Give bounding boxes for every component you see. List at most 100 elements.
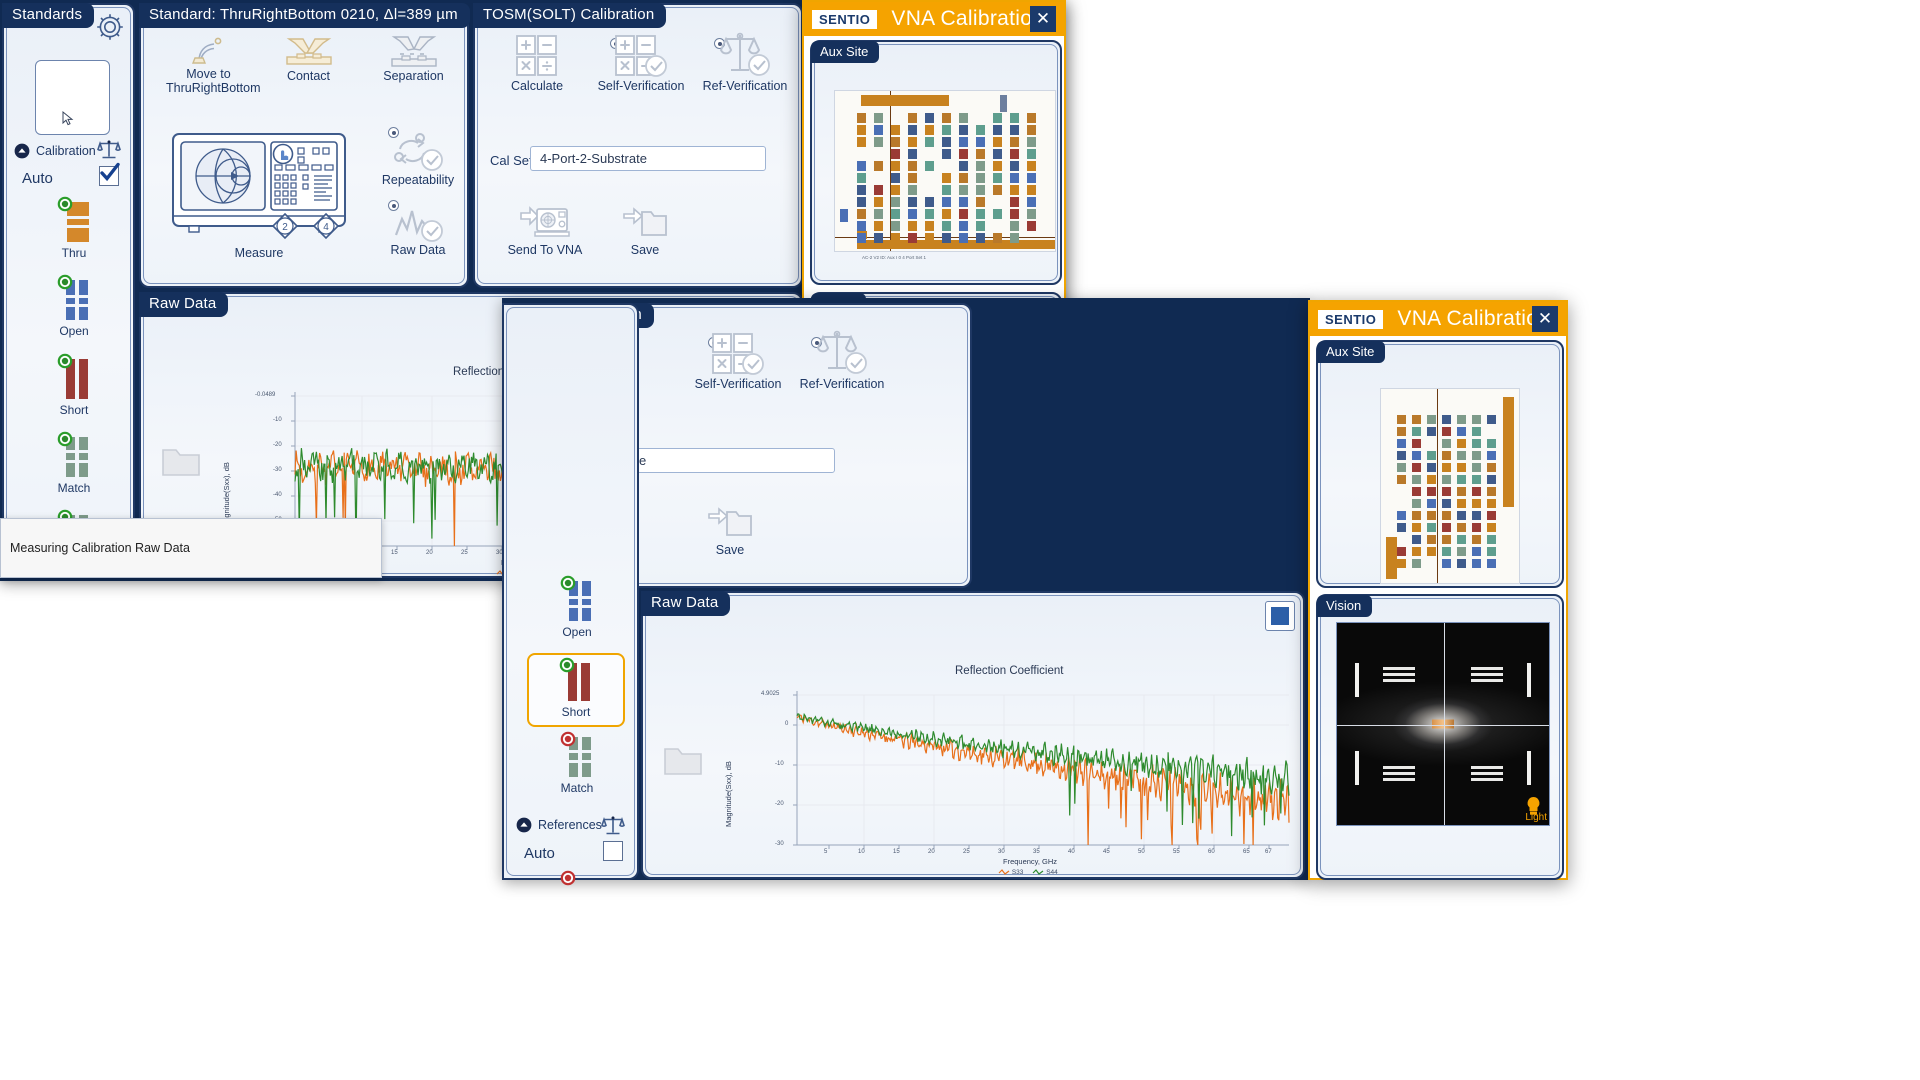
standard-label: Open: [562, 625, 592, 639]
vision-camera-view-2[interactable]: Light: [1336, 622, 1550, 826]
wafer-map[interactable]: [834, 90, 1056, 252]
wafer-die: [1427, 547, 1436, 556]
port-badge-4[interactable]: 4: [312, 212, 340, 240]
x-tick: 10: [858, 849, 865, 855]
standard-item-short-2[interactable]: Short: [527, 653, 625, 727]
cal-set-input[interactable]: [530, 146, 766, 171]
open-folder-icon[interactable]: [161, 446, 201, 478]
calibration-collapse-icon[interactable]: [14, 143, 30, 159]
wafer-die: [857, 161, 866, 171]
wafer-die: [1427, 475, 1436, 484]
wafer-die: [1027, 137, 1036, 147]
ref-verification-button[interactable]: Ref-Verification: [697, 31, 793, 93]
balance-scale-icon[interactable]: [97, 137, 121, 161]
auto-checkbox[interactable]: [99, 162, 120, 186]
standard-item-match[interactable]: Match: [39, 431, 109, 495]
window-titlebar-2[interactable]: SENTIO VNA Calibration ✕: [1310, 302, 1566, 336]
light-indicator-2[interactable]: Light: [1525, 796, 1547, 823]
chart-title-2: Reflection Coefficient: [955, 665, 1064, 677]
standard-item-thru[interactable]: Thru: [39, 196, 109, 260]
wafer-die: [1457, 487, 1466, 496]
wafer-die: [1412, 499, 1421, 508]
save-label: Save: [630, 243, 660, 257]
wafer-die: [1027, 149, 1036, 159]
x-tick: 40: [1068, 849, 1075, 855]
separation-button[interactable]: Separation: [371, 35, 456, 83]
y-tick: -40: [273, 492, 282, 498]
standard-item-extra-2[interactable]: [542, 870, 612, 890]
measure-button[interactable]: Measure: [171, 132, 347, 260]
close-icon[interactable]: ✕: [1030, 6, 1056, 32]
gear-icon[interactable]: [93, 10, 127, 44]
references-scale-icon[interactable]: [601, 813, 625, 837]
ref-verification-button-2[interactable]: Ref-Verification: [794, 329, 890, 391]
wafer-die: [925, 197, 934, 207]
wafer-die: [976, 197, 985, 207]
standard-item-short[interactable]: Short: [39, 353, 109, 417]
wafer-die: [908, 113, 917, 123]
svg-text:2: 2: [282, 222, 288, 233]
standard-preview-box[interactable]: [35, 60, 110, 135]
wafer-die: [857, 233, 866, 243]
maximize-icon-2[interactable]: [1265, 601, 1295, 631]
wafer-die: [1027, 221, 1036, 231]
self-verification-button[interactable]: Self-Verification: [593, 33, 689, 93]
save-button[interactable]: Save: [605, 203, 685, 257]
aux-site-tab-2[interactable]: Aux Site: [1317, 341, 1386, 363]
wafer-die: [1010, 197, 1019, 207]
wafer-die: [976, 173, 985, 183]
chart-xlabel-2: Frequency, GHz: [1003, 857, 1058, 866]
window-titlebar[interactable]: SENTIO VNA Calibration ✕: [804, 2, 1064, 36]
save-button-2[interactable]: Save: [690, 503, 770, 557]
move-to-button[interactable]: Move to ThruRightBottom: [166, 35, 261, 96]
repeatability-button[interactable]: Repeatability: [373, 133, 463, 187]
wafer-die: [1412, 523, 1421, 532]
raw-data-radio[interactable]: [388, 200, 399, 211]
move-to-label: Move to ThruRightBottom: [166, 67, 261, 96]
wafer-die: [993, 137, 1002, 147]
y-tick: -10: [273, 417, 282, 423]
standards-tab[interactable]: Standards: [2, 3, 95, 28]
wafer-die: [959, 233, 968, 243]
wafer-die: [1472, 559, 1481, 568]
contact-button[interactable]: Contact: [266, 35, 351, 83]
standard-item-match-2[interactable]: Match: [542, 731, 612, 795]
sentio-logo-2: SENTIO: [1318, 309, 1384, 329]
wafer-die: [993, 113, 1002, 123]
wafer-die: [1457, 499, 1466, 508]
wafer-die: [908, 125, 917, 135]
repeatability-radio[interactable]: [388, 127, 399, 138]
wafer-die: [1427, 427, 1436, 436]
wafer-die: [1397, 463, 1406, 472]
x-tick: 30: [496, 550, 503, 556]
wafer-die: [891, 185, 900, 195]
standard-label: Short: [59, 403, 89, 417]
send-to-vna-button[interactable]: Send To VNA: [497, 203, 593, 257]
wafer-die: [1412, 559, 1421, 568]
wafer-die: [976, 233, 985, 243]
measure-label: Measure: [234, 246, 284, 260]
aux-site-tab[interactable]: Aux Site: [811, 41, 880, 63]
wafer-die: [942, 197, 951, 207]
references-auto-checkbox[interactable]: [603, 841, 623, 861]
wafer-die: [891, 125, 900, 135]
calculate-button[interactable]: Calculate: [495, 33, 579, 93]
standard-item-open[interactable]: Open: [39, 274, 109, 338]
wafer-die: [1027, 173, 1036, 183]
vision-tab-2[interactable]: Vision: [1317, 595, 1373, 617]
wafer-die: [993, 209, 1002, 219]
raw-data-button[interactable]: Raw Data: [373, 205, 463, 257]
self-verification-button-2[interactable]: Self-Verification: [690, 331, 786, 391]
standard-item-open-2[interactable]: Open: [542, 575, 612, 639]
wafer-die: [1427, 415, 1436, 424]
open-folder-icon-2[interactable]: [663, 745, 703, 777]
port-badge-2[interactable]: 2: [271, 212, 299, 240]
close-icon-2[interactable]: ✕: [1532, 306, 1558, 332]
light-label-2: Light: [1525, 812, 1547, 823]
wafer-die: [891, 233, 900, 243]
references-collapse-icon[interactable]: [516, 817, 532, 833]
wafer-map-2[interactable]: [1380, 388, 1520, 584]
wafer-die: [857, 173, 866, 183]
wafer-die: [1412, 487, 1421, 496]
wafer-die: [942, 125, 951, 135]
